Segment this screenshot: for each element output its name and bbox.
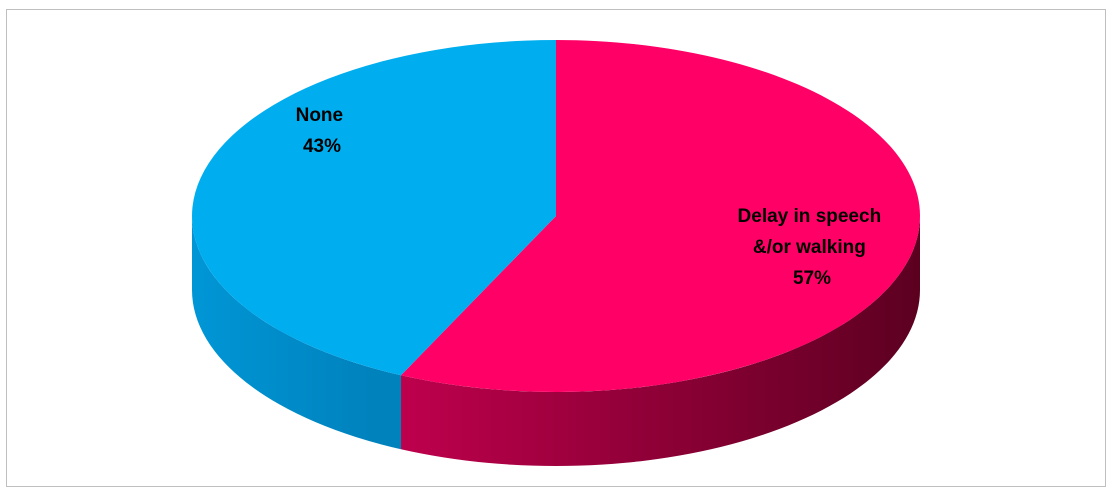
- slice-none: [192, 40, 556, 376]
- slice-value-delay: 57%: [793, 268, 831, 289]
- slice-label-none-line1: None: [296, 105, 344, 126]
- slice-delay: [401, 40, 921, 392]
- slice-value-none: 43%: [303, 136, 341, 157]
- slice-label-delay-line2: &/or walking: [753, 237, 866, 258]
- slice-label-delay-line1: Delay in speech: [738, 206, 882, 227]
- slice-side-none: [192, 216, 402, 450]
- slice-side-delay: [401, 216, 920, 466]
- slice-label-none: None 43%: [296, 105, 349, 157]
- slice-label-delay: Delay in speech &/or walking 57%: [738, 206, 887, 289]
